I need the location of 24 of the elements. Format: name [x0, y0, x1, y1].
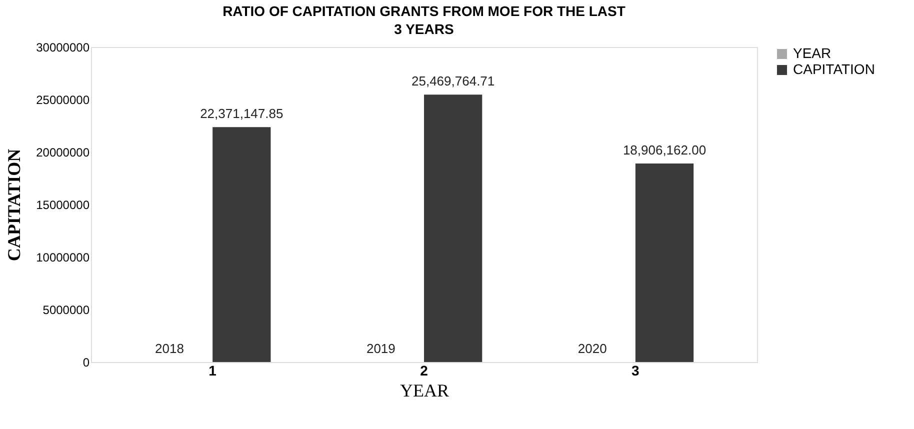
y-tick-label: 15000000 [36, 198, 90, 212]
chart-title: RATIO OF CAPITATION GRANTS FROM MOE FOR THE LAST 3 YEARS [222, 3, 626, 37]
bar [635, 163, 694, 362]
data-label: 2020 [578, 340, 607, 356]
legend-label: YEAR [793, 45, 832, 61]
data-label: 2018 [155, 340, 184, 356]
bar [212, 127, 271, 362]
data-label: 22,371,147.85 [200, 106, 284, 122]
x-tick-label: 2 [420, 362, 428, 378]
y-tick-label: 5000000 [42, 303, 90, 317]
y-tick-label: 20000000 [36, 146, 90, 160]
x-tick-label: 1 [208, 362, 217, 378]
y-tick-label: 30000000 [36, 40, 90, 54]
data-label: 18,906,162.00 [622, 142, 706, 158]
y-tick-label: 0 [82, 356, 90, 370]
data-label: 25,469,764.71 [412, 74, 495, 89]
x-axis-title: YEAR [400, 380, 449, 400]
y-axis-title: CAPITATION [4, 148, 24, 262]
data-label: 2019 [366, 340, 396, 356]
y-tick-label: 10000000 [36, 250, 90, 264]
legend-label: CAPITATION [793, 61, 875, 77]
y-tick-label: 25000000 [36, 93, 90, 107]
x-tick-label: 3 [632, 362, 640, 378]
bar [424, 94, 482, 362]
